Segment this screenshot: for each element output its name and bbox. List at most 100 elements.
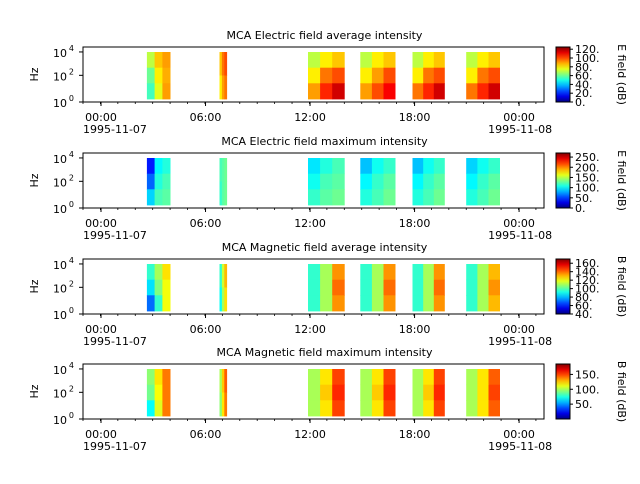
data-cell: [154, 189, 163, 206]
data-cell: [154, 83, 163, 100]
data-cell: [466, 189, 478, 206]
x-tick-label: 12:00: [294, 111, 326, 124]
x-tick-label: 00:00: [503, 323, 535, 336]
data-cell: [371, 400, 384, 417]
data-cell: [466, 369, 478, 386]
x-date-label-start: 1995-11-07: [83, 229, 147, 242]
data-cell: [466, 295, 478, 312]
data-cell: [371, 369, 384, 386]
data-cell: [219, 264, 223, 288]
data-cell: [412, 83, 424, 100]
y-tick-label: 10: [53, 282, 67, 295]
colorbar-tick-label: 80.: [575, 291, 593, 304]
data-cell: [162, 52, 171, 69]
data-cell: [423, 295, 435, 312]
y-tick-base: 10: [53, 282, 67, 295]
data-cell: [488, 279, 500, 296]
data-cell: [488, 83, 500, 100]
x-tick-label: 12:00: [294, 217, 326, 230]
colorbar-tick-label: 100.: [575, 52, 600, 65]
data-cell: [308, 158, 321, 175]
panel-title: MCA Electric field maximum intensity: [221, 135, 428, 148]
data-cell: [146, 279, 155, 296]
y-tick-base: 10: [53, 387, 67, 400]
colorbar-tick-label: 120.: [575, 43, 600, 56]
x-date-label-start: 1995-11-07: [83, 440, 147, 453]
data-cell: [332, 67, 345, 84]
data-cell: [383, 83, 396, 100]
data-cell: [146, 384, 155, 401]
data-cell: [433, 83, 445, 100]
x-tick-label: 06:00: [190, 111, 222, 124]
x-tick-label: 00:00: [503, 428, 535, 441]
data-cell: [320, 83, 333, 100]
x-date-label-end: 1995-11-08: [488, 123, 552, 136]
data-cell: [162, 279, 171, 296]
data-cell: [383, 52, 396, 69]
data-cell: [221, 181, 225, 206]
data-cell: [423, 400, 435, 417]
data-cell: [423, 83, 435, 100]
data-cell: [308, 173, 321, 190]
data-cell: [488, 173, 500, 190]
data-cell: [224, 369, 228, 393]
data-cell: [224, 287, 228, 312]
data-cell: [146, 173, 155, 190]
y-tick-label: 10: [53, 70, 67, 83]
data-cell: [146, 67, 155, 84]
data-cell: [433, 52, 445, 69]
x-tick-label: 18:00: [399, 217, 431, 230]
data-cell: [477, 279, 489, 296]
colorbar-tick-label: 250.: [575, 151, 600, 164]
colorbar-tick-label: 80.: [575, 61, 593, 74]
data-cell: [360, 83, 373, 100]
data-cell: [162, 173, 171, 190]
colorbar-tick-label: 60.: [575, 300, 593, 313]
data-cell: [146, 189, 155, 206]
colorbar-tick-label: 100.: [575, 283, 600, 296]
data-cell: [332, 189, 345, 206]
data-cell: [154, 279, 163, 296]
x-tick-label: 06:00: [190, 428, 222, 441]
y-tick-label: 10: [53, 387, 67, 400]
colorbar-tick-label: 20.: [575, 87, 593, 100]
data-cell: [332, 158, 345, 175]
x-tick-label: 12:00: [294, 428, 326, 441]
panel-title: MCA Magnetic field average intensity: [222, 241, 428, 254]
x-date-label-end: 1995-11-08: [488, 335, 552, 348]
y-axis-label: Hz: [28, 384, 41, 398]
data-cell: [146, 295, 155, 312]
panel-title: MCA Electric field average intensity: [227, 29, 423, 42]
data-cell: [224, 75, 228, 100]
data-cell: [423, 279, 435, 296]
data-cell: [433, 295, 445, 312]
y-tick-base: 10: [53, 203, 67, 216]
data-cell: [320, 400, 333, 417]
data-cell: [466, 400, 478, 417]
data-cell: [433, 67, 445, 84]
data-cell: [219, 158, 223, 182]
data-cell: [308, 384, 321, 401]
colorbar-label: B field (dB): [615, 361, 628, 422]
y-tick-label: 10: [53, 364, 67, 377]
data-cell: [154, 369, 163, 386]
y-tick-exponent: 2: [69, 279, 74, 288]
data-cell: [477, 52, 489, 69]
data-cell: [423, 158, 435, 175]
data-cell: [433, 384, 445, 401]
data-cell: [320, 369, 333, 386]
colorbar-label: B field (dB): [615, 256, 628, 317]
data-cell: [360, 279, 373, 296]
data-cell: [488, 158, 500, 175]
data-cell: [383, 400, 396, 417]
data-cell: [162, 369, 171, 386]
data-cell: [308, 295, 321, 312]
data-cell: [433, 173, 445, 190]
data-cell: [466, 264, 478, 281]
data-cell: [371, 295, 384, 312]
data-cell: [423, 369, 435, 386]
data-cell: [433, 264, 445, 281]
data-cell: [224, 264, 228, 288]
data-cell: [224, 181, 228, 206]
